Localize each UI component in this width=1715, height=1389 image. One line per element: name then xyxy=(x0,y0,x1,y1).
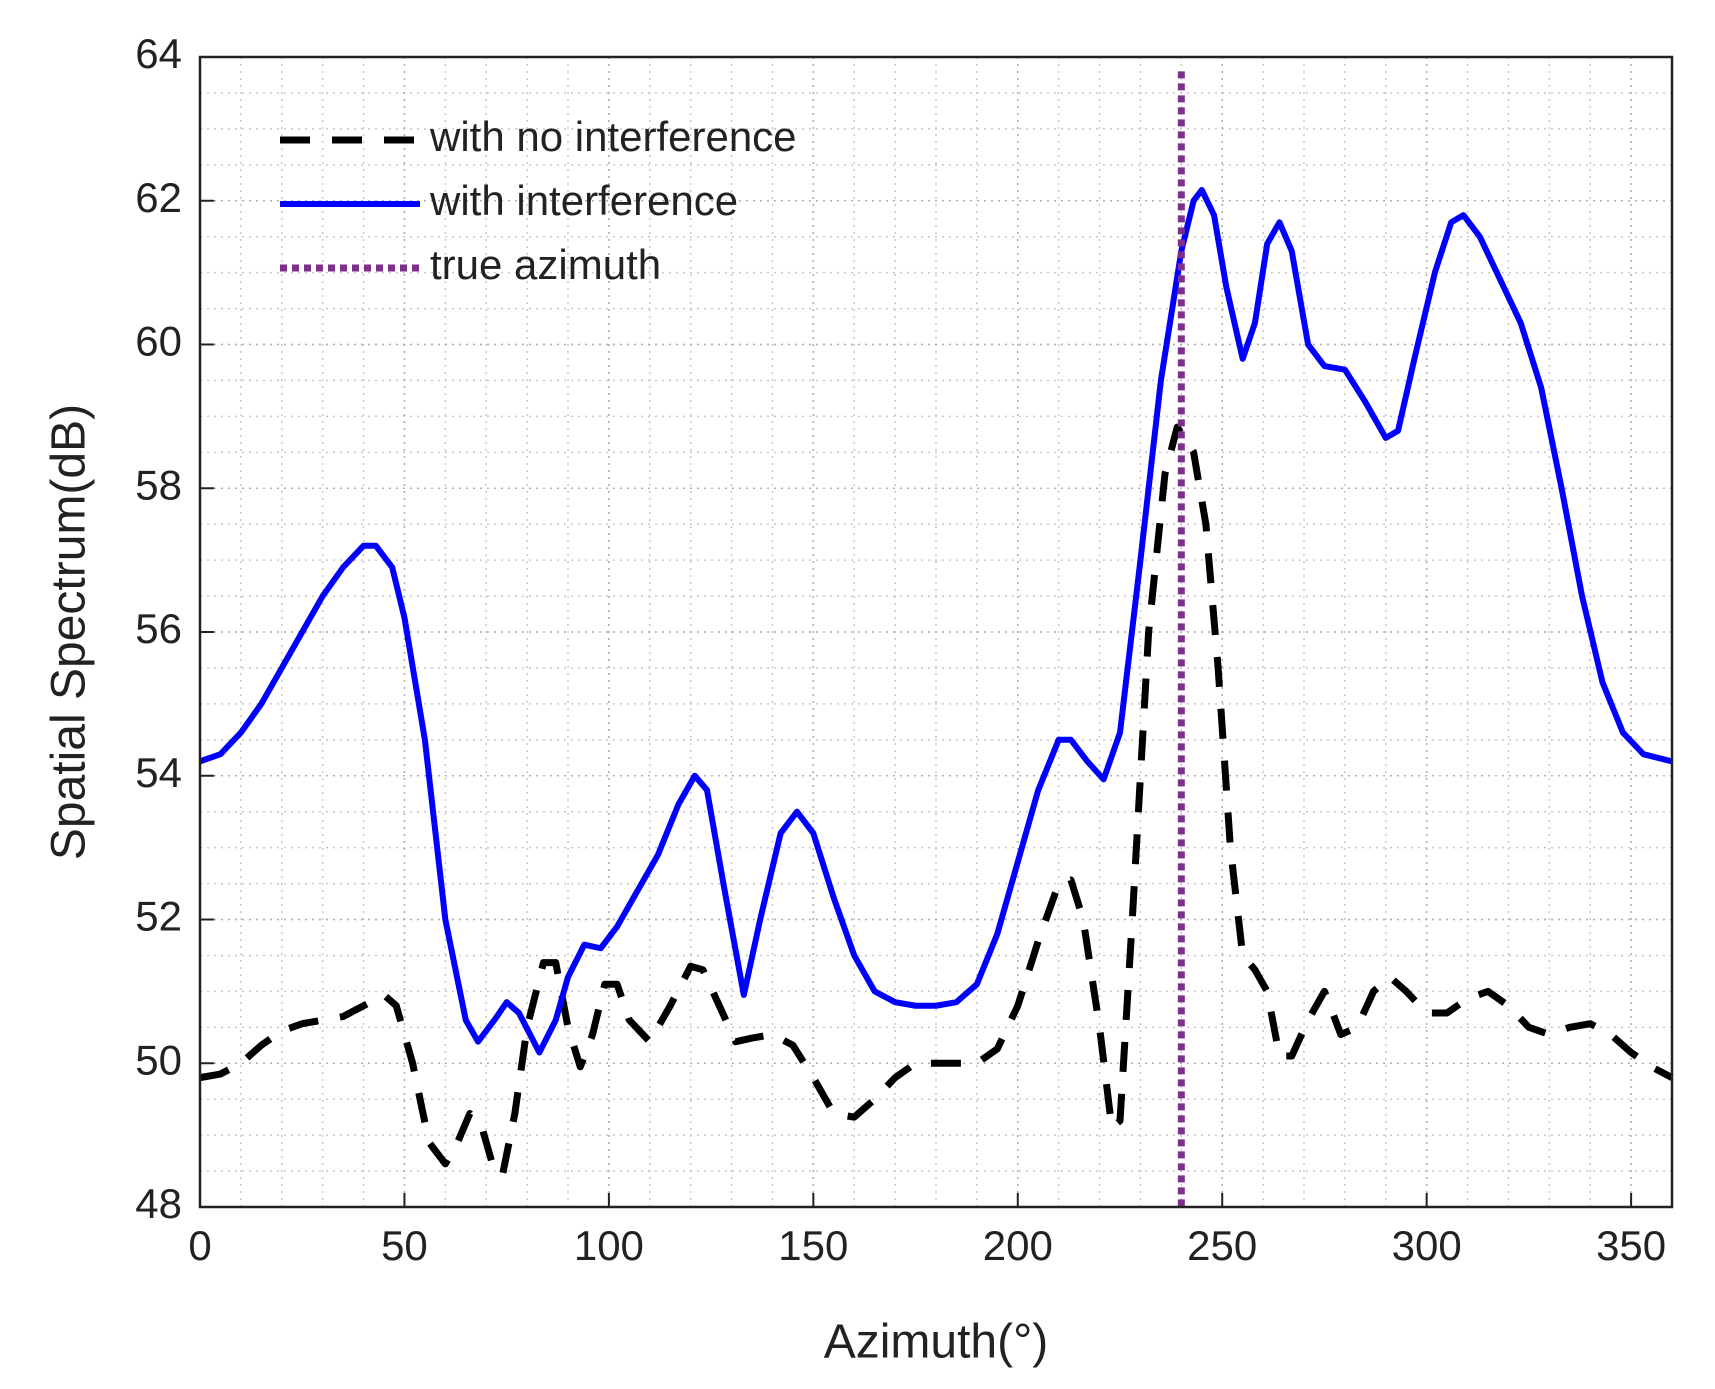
y-tick-label: 56 xyxy=(135,605,182,652)
series-line xyxy=(199,423,1674,1179)
x-tick-label: 200 xyxy=(983,1222,1053,1269)
y-tick-label: 58 xyxy=(135,461,182,508)
legend: with no interference with interference tru… xyxy=(280,113,797,288)
x-axis-label: Azimuth(°) xyxy=(824,1316,1049,1369)
plot-lines xyxy=(199,71,1674,1207)
y-tick-label: 64 xyxy=(135,30,182,77)
y-tick-label: 62 xyxy=(135,174,182,221)
legend-label: true azimuth xyxy=(430,241,661,288)
x-tick-label: 350 xyxy=(1596,1222,1666,1269)
y-tick-label: 60 xyxy=(135,318,182,365)
x-tick-label: 300 xyxy=(1392,1222,1462,1269)
x-tick-label: 0 xyxy=(188,1222,211,1269)
axes: 0 50 100 150 200 250 300 350 48 50 52 54 56 58 60 62 64 xyxy=(135,30,1674,1269)
x-tick-label: 100 xyxy=(574,1222,644,1269)
legend-label: with no interference xyxy=(429,113,797,160)
y-axis-label: Spatial Spectrum(dB) xyxy=(43,404,96,860)
y-tick-label: 52 xyxy=(135,893,182,940)
x-tick-label: 150 xyxy=(778,1222,848,1269)
x-tick-label: 50 xyxy=(381,1222,428,1269)
y-tick-label: 48 xyxy=(135,1180,182,1227)
plot-frame xyxy=(198,55,1674,1209)
y-tick-label: 54 xyxy=(135,749,182,796)
series-line xyxy=(199,186,1673,1056)
x-tick-label: 250 xyxy=(1187,1222,1257,1269)
legend-label: with interference xyxy=(429,177,738,224)
y-tick-label: 50 xyxy=(135,1036,182,1083)
